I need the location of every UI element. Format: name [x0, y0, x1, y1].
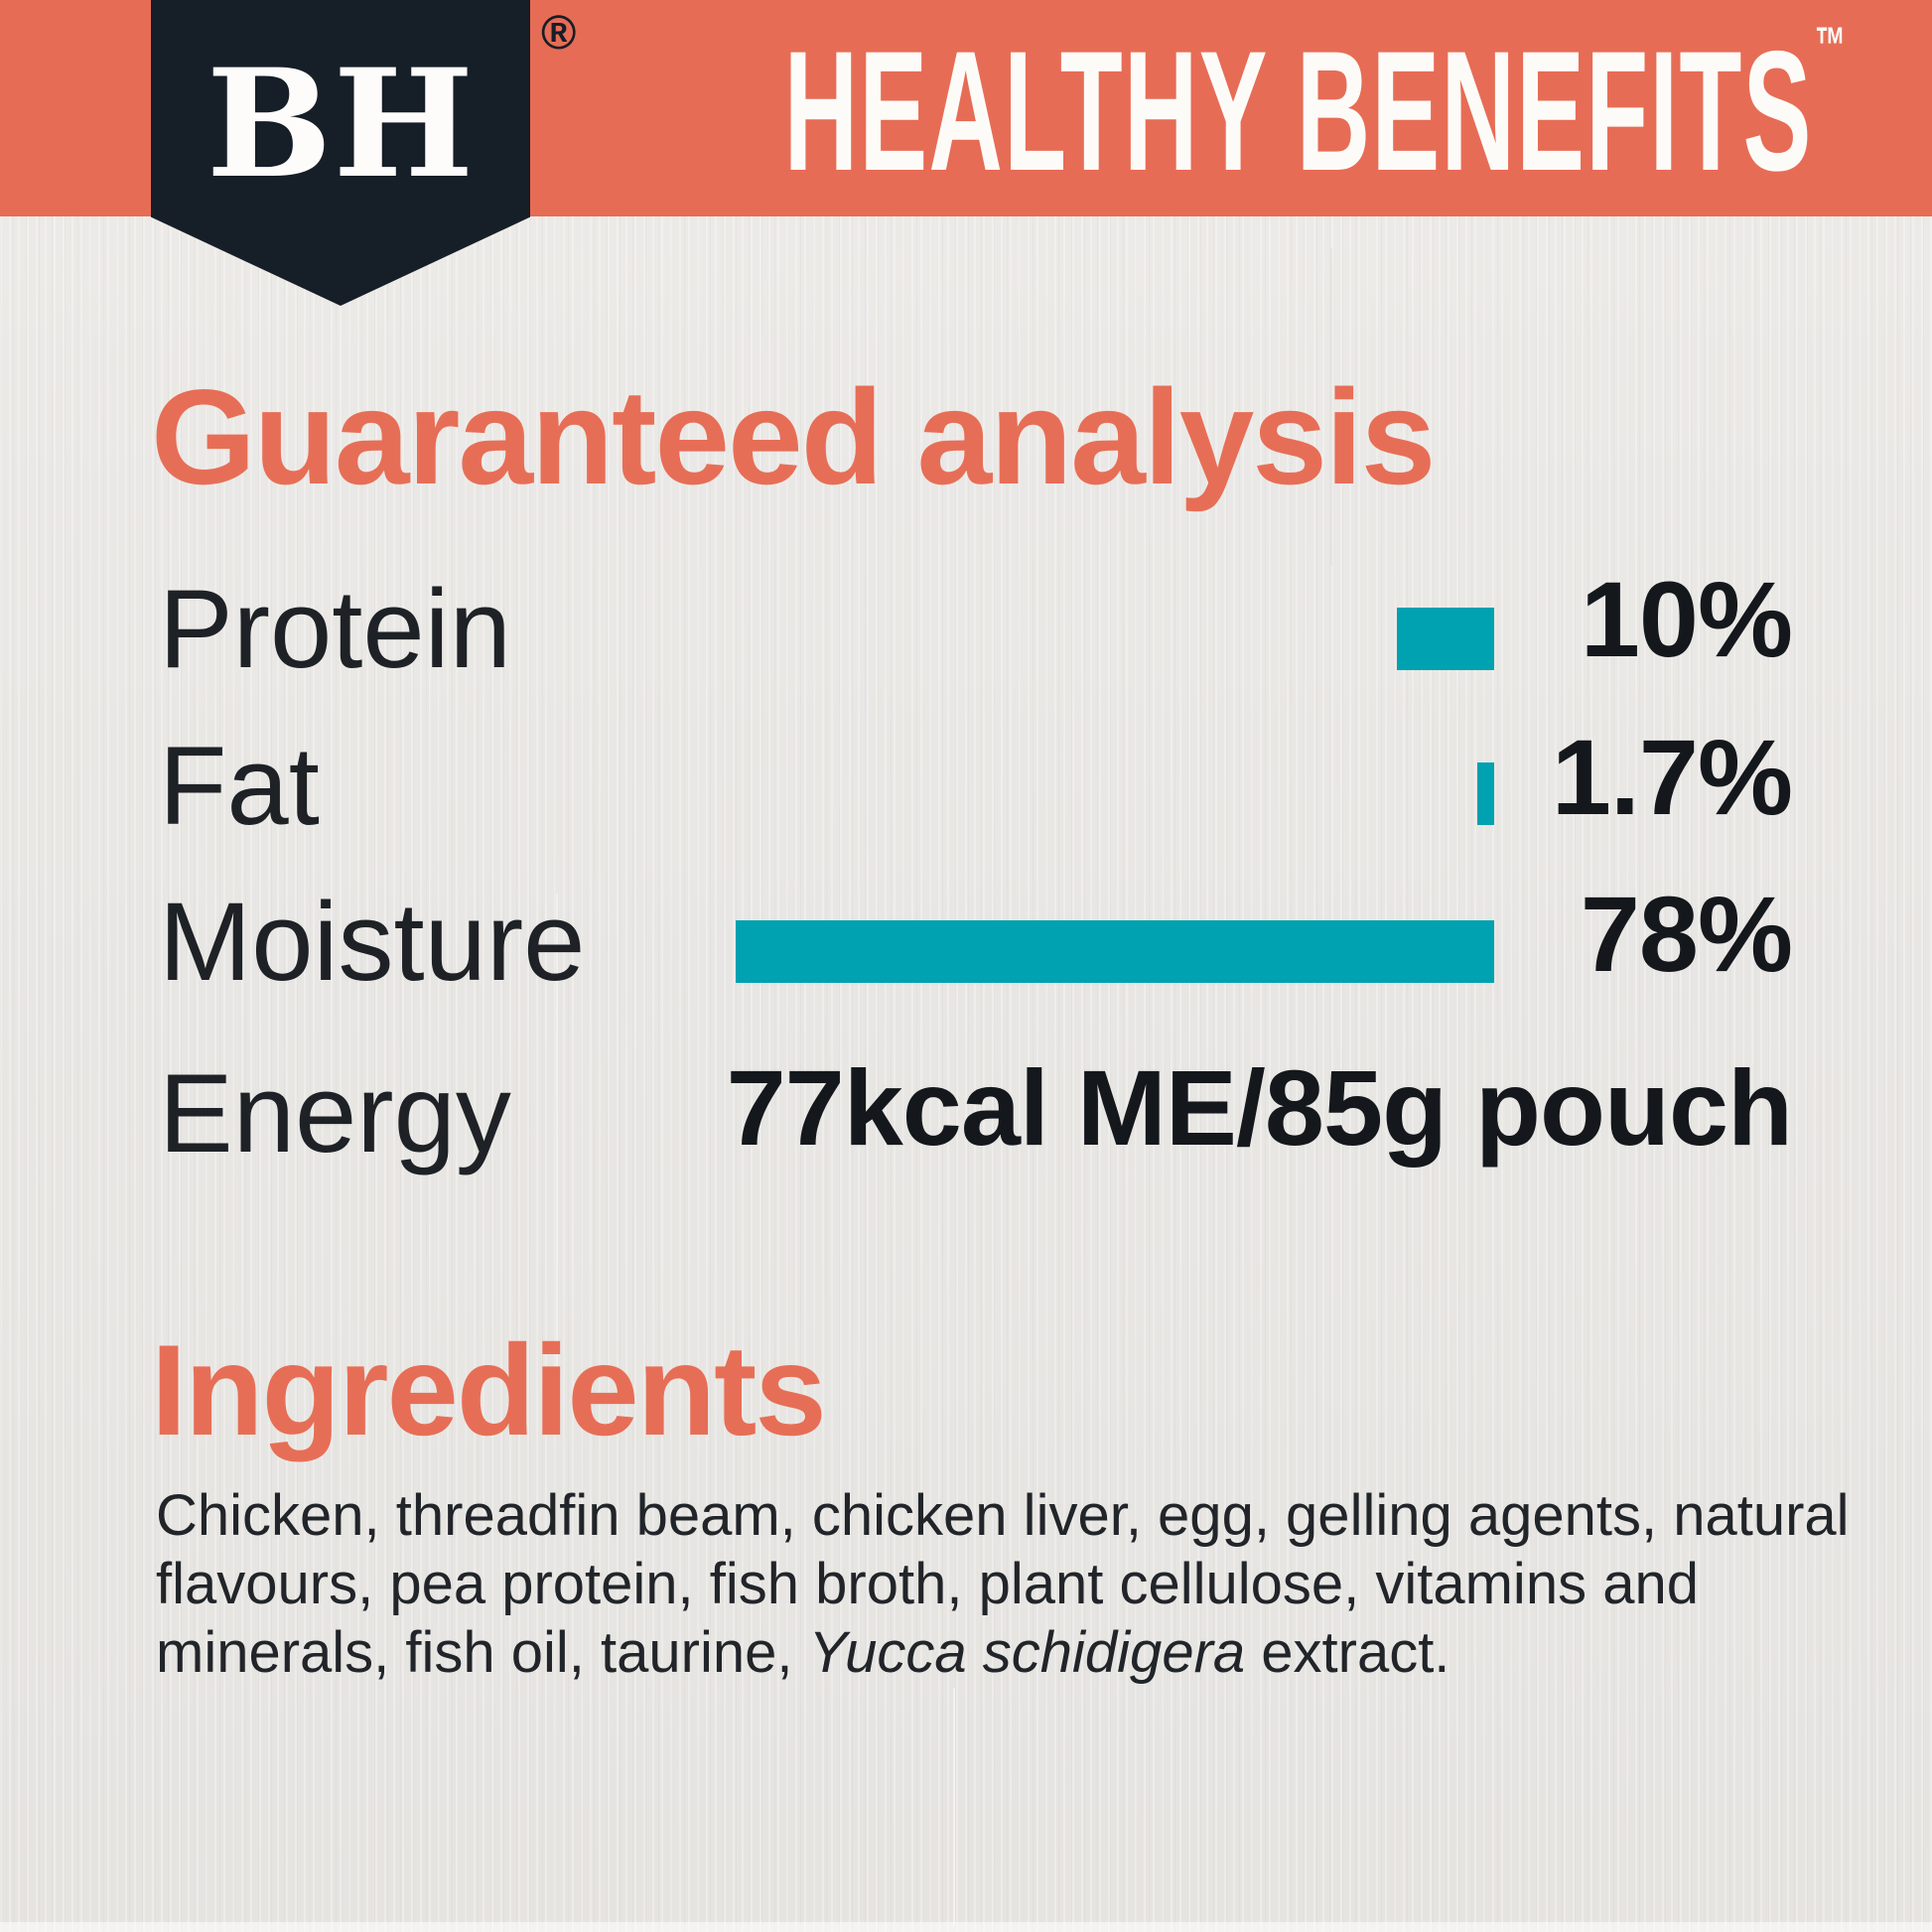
nutrient-bar-moisture: [736, 920, 1494, 983]
guaranteed-analysis-heading: Guaranteed analysis: [151, 361, 1436, 512]
product-line-title-text: HEALTHY BENEFITS: [783, 16, 1813, 207]
ingredients-text: Chicken, threadfin beam, chicken liver, …: [156, 1481, 1850, 1687]
nutrient-value-moisture: 78%: [1580, 874, 1793, 994]
ingredients-heading: Ingredients: [151, 1317, 827, 1462]
texture-scratch: [953, 1688, 955, 1926]
nutrient-label-fat: Fat: [159, 724, 320, 848]
nutrient-bar-protein: [1397, 608, 1494, 670]
registered-trademark-symbol: ®: [541, 7, 577, 60]
nutrient-label-moisture: Moisture: [159, 880, 586, 1004]
ingredients-line-3-start: minerals, fish oil, taurine,: [156, 1620, 809, 1685]
ingredients-line-1: Chicken, threadfin beam, chicken liver, …: [156, 1483, 1850, 1548]
ingredients-line-3: minerals, fish oil, taurine, Yucca schid…: [156, 1618, 1850, 1687]
texture-scratch: [1330, 248, 1332, 566]
nutrient-bar-fat: [1477, 762, 1494, 825]
product-line-title: HEALTHY BENEFITS™: [695, 0, 1932, 216]
nutrient-value-energy: 77kcal ME/85g pouch: [726, 1047, 1793, 1168]
texture-scratch: [556, 894, 558, 1390]
nutrient-label-energy: Energy: [159, 1051, 511, 1175]
nutrient-value-protein: 10%: [1580, 559, 1793, 679]
ingredients-line-2: flavours, pea protein, fish broth, plant…: [156, 1552, 1699, 1616]
nutrient-label-protein: Protein: [159, 567, 511, 691]
brand-badge: BH: [151, 0, 530, 306]
ingredients-latin-name: Yucca schidigera: [808, 1620, 1246, 1685]
nutrient-value-fat: 1.7%: [1551, 717, 1793, 837]
ingredients-line-3-end: extract.: [1245, 1620, 1450, 1685]
brand-logo: BH: [206, 37, 476, 211]
trademark-symbol: ™: [1814, 15, 1846, 73]
